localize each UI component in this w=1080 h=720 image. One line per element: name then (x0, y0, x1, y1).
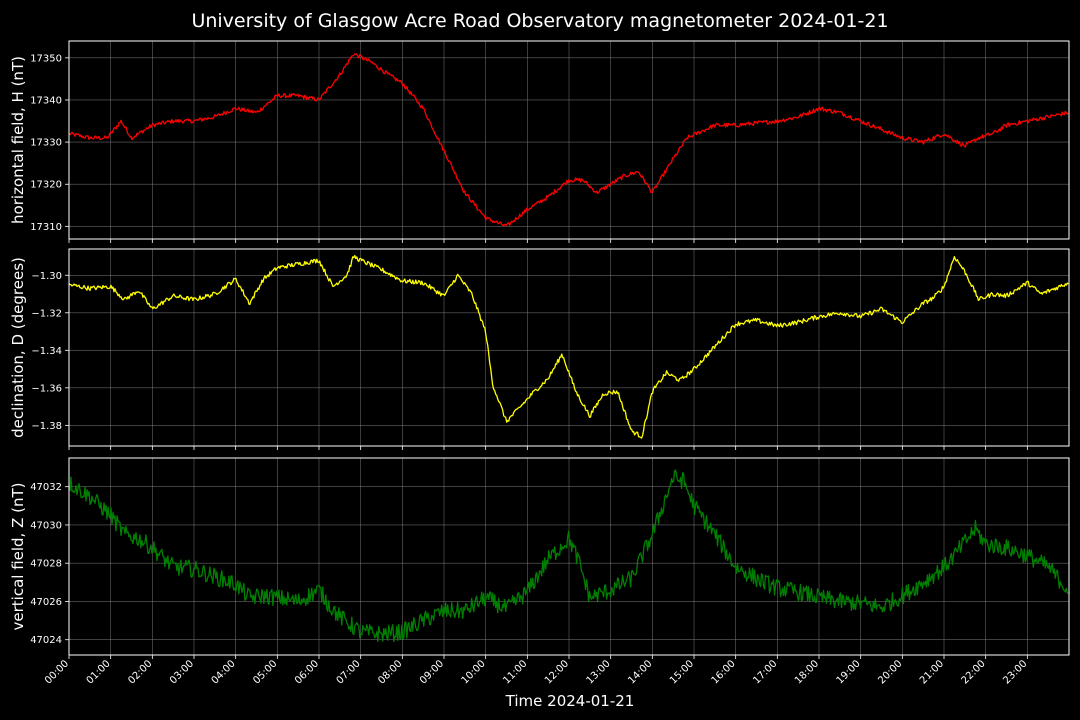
x-tick-label: 14:00 (626, 658, 654, 686)
x-tick-label: 03:00 (168, 658, 196, 686)
x-tick-label: 20:00 (876, 658, 904, 686)
x-tick-label: 19:00 (835, 658, 863, 686)
x-tick-label: 08:00 (376, 658, 404, 686)
y-tick-label: 17340 (30, 95, 62, 106)
y-axis-label: horizontal field, H (nT) (9, 56, 27, 224)
panel-2: −1.30 −1.32 −1.34 −1.36 −1.38 declination, D … (9, 248, 1070, 450)
x-tick-label: 01:00 (85, 658, 113, 686)
x-tick-label: 07:00 (335, 658, 363, 686)
x-tick-label: 18:00 (793, 658, 821, 686)
y-tick-label: 17320 (30, 180, 62, 191)
y-tick-label: 47026 (30, 597, 62, 608)
y-tick-label: −1.38 (31, 421, 62, 432)
x-tick-label: 17:00 (751, 658, 779, 686)
series-line (68, 469, 1069, 643)
chart-title: University of Glasgow Acre Road Observat… (191, 10, 889, 32)
x-tick-label: 04:00 (210, 658, 238, 686)
x-tick-label: 21:00 (918, 658, 946, 686)
x-tick-label: 11:00 (501, 658, 529, 686)
x-tick-label: 10:00 (460, 658, 488, 686)
x-tick-label: 12:00 (543, 658, 571, 686)
x-tick-label: 23:00 (1001, 658, 1029, 686)
x-tick-label: 22:00 (960, 658, 988, 686)
axes-frame (68, 457, 1070, 656)
y-tick-label: 17330 (30, 138, 62, 149)
x-tick-label: 09:00 (418, 658, 446, 686)
x-tick-label: 00:00 (43, 658, 71, 686)
y-tick-label: 17310 (30, 222, 62, 233)
y-tick-label: 47024 (30, 635, 62, 646)
axes-frame (68, 248, 1070, 447)
series-line (68, 254, 1069, 439)
y-tick-label: −1.32 (31, 308, 62, 319)
y-tick-label: 47030 (30, 520, 62, 531)
y-tick-label: 17350 (30, 53, 62, 64)
y-tick-label: 47028 (30, 559, 62, 570)
y-tick-label: −1.30 (31, 271, 62, 282)
x-tick-label: 06:00 (293, 658, 321, 686)
x-axis-label: Time 2024-01-21 (505, 692, 635, 710)
x-tick-label: 15:00 (668, 658, 696, 686)
x-tick-label: 02:00 (126, 658, 154, 686)
y-axis-label: declination, D (degrees) (9, 257, 27, 438)
series-line (68, 53, 1069, 227)
x-tick-label: 05:00 (251, 658, 279, 686)
y-axis-label: vertical field, Z (nT) (9, 482, 27, 630)
axes-frame (68, 40, 1070, 240)
x-tick-label: 13:00 (585, 658, 613, 686)
panel-3: 00:00 01:00 02:00 03:00 04:00 05:00 06:00 07:00… (9, 457, 1070, 687)
y-tick-label: 47032 (30, 482, 62, 493)
x-tick-label: 16:00 (710, 658, 738, 686)
y-tick-label: −1.34 (31, 346, 62, 357)
y-tick-label: −1.36 (31, 383, 62, 394)
